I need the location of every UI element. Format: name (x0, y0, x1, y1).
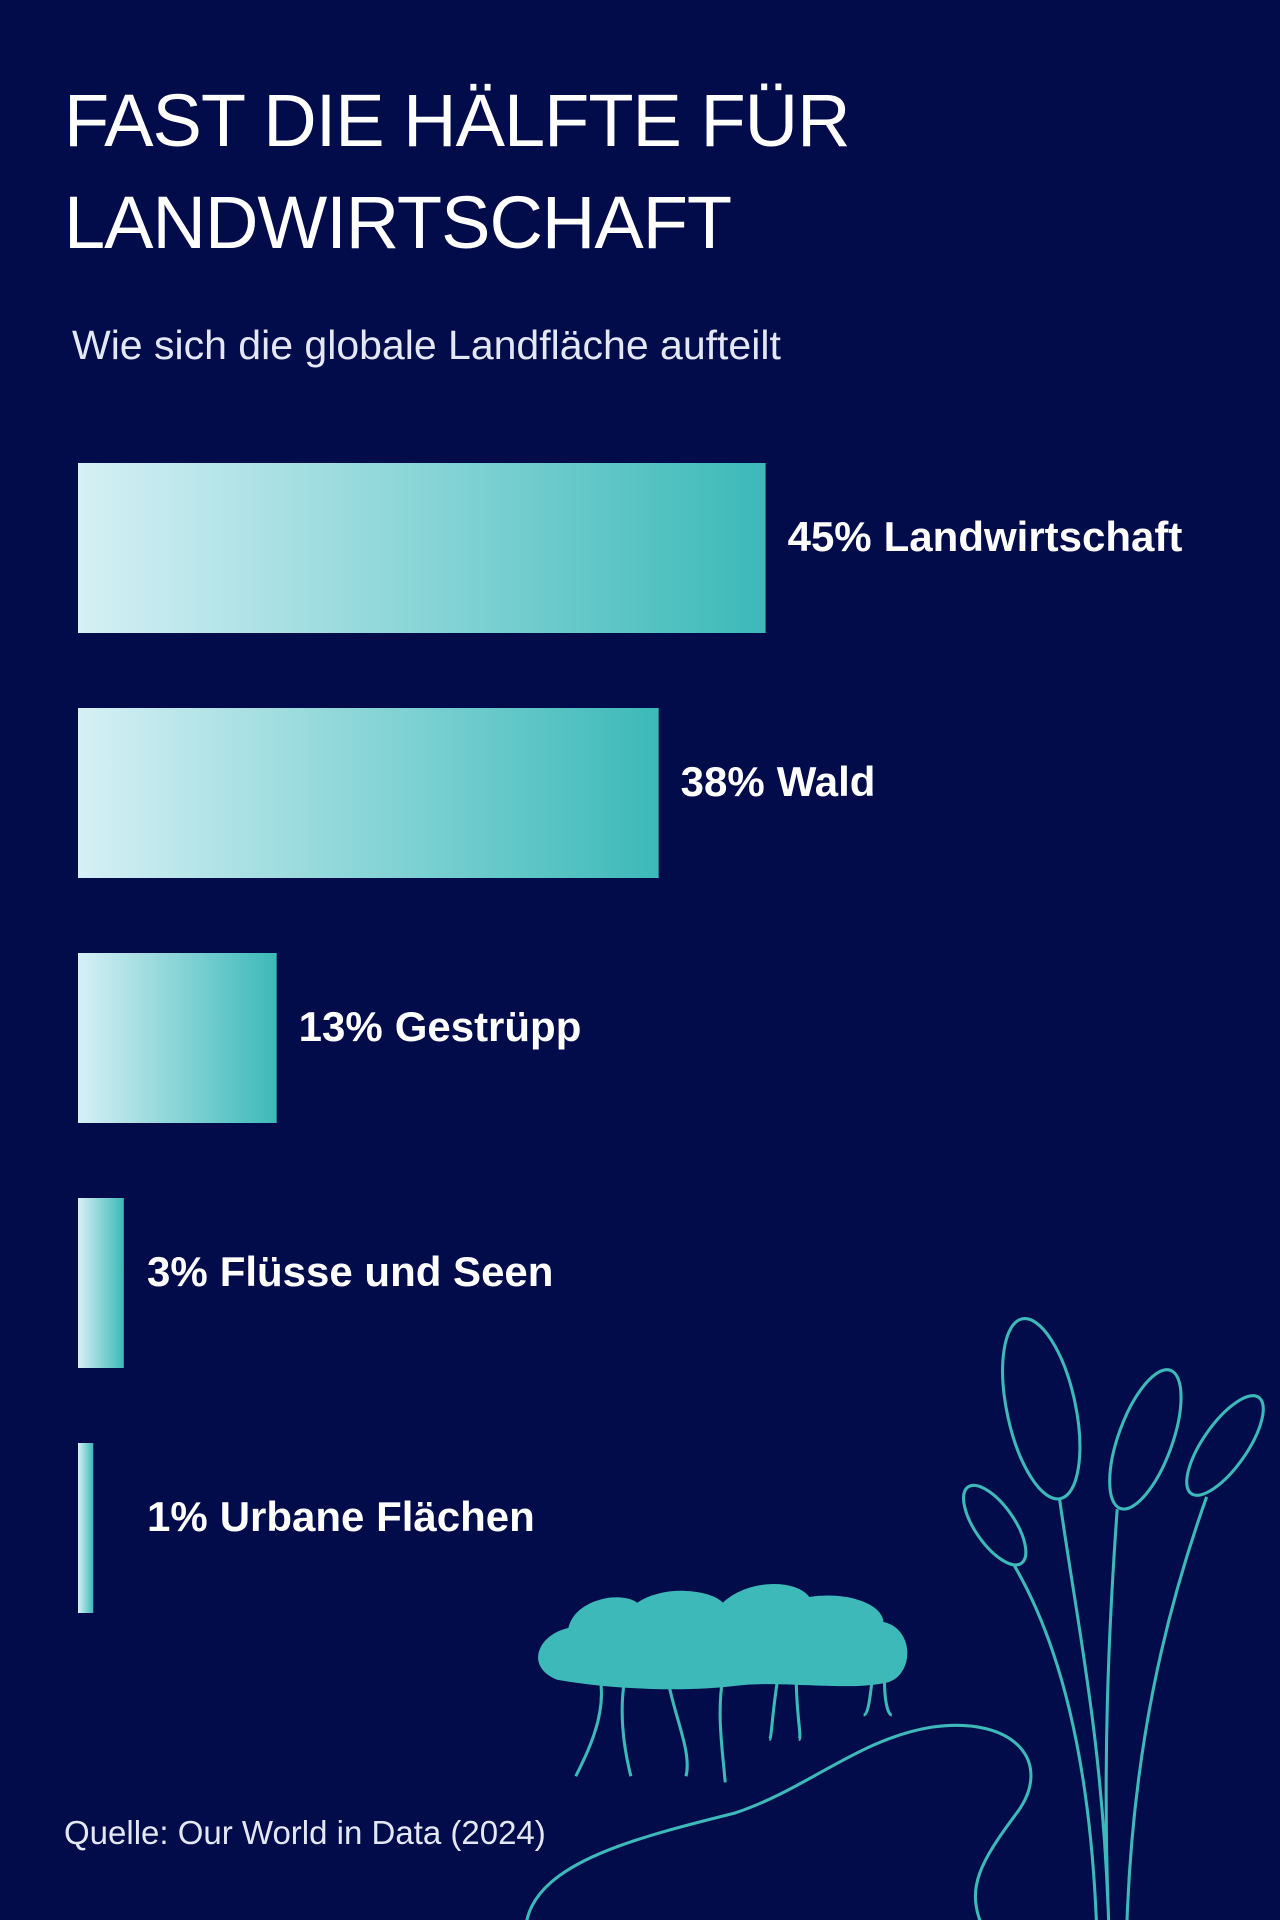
bar-label: 13% Gestrüpp (299, 1003, 582, 1050)
bar (78, 708, 659, 878)
chart-title: FAST DIE HÄLFTE FÜR LANDWIRTSCHAFT (64, 79, 851, 264)
category-label: Landwirtschaft (884, 513, 1183, 560)
value-label: 38% (681, 758, 765, 805)
category-label: Flüsse und Seen (220, 1248, 554, 1295)
bar-label: 3% Flüsse und Seen (147, 1248, 553, 1295)
bar (78, 953, 277, 1123)
category-label: Wald (777, 758, 876, 805)
bar-label: 38% Wald (681, 758, 876, 805)
value-label: 45% (788, 513, 872, 560)
bar-label: 1% Urbane Flächen (147, 1493, 535, 1540)
source-note: Quelle: Our World in Data (2024) (64, 1814, 546, 1851)
chart-subtitle: Wie sich die globale Landfläche aufteilt (72, 322, 781, 368)
value-label: 1% (147, 1493, 208, 1540)
value-label: 3% (147, 1248, 208, 1295)
category-label: Urbane Flächen (220, 1493, 535, 1540)
bar (78, 1443, 94, 1613)
bar (78, 1198, 124, 1368)
bar (78, 463, 766, 633)
bar-label: 45% Landwirtschaft (788, 513, 1183, 560)
value-label: 13% (299, 1003, 383, 1050)
category-label: Gestrüpp (395, 1003, 582, 1050)
decoration (525, 1317, 1265, 1920)
